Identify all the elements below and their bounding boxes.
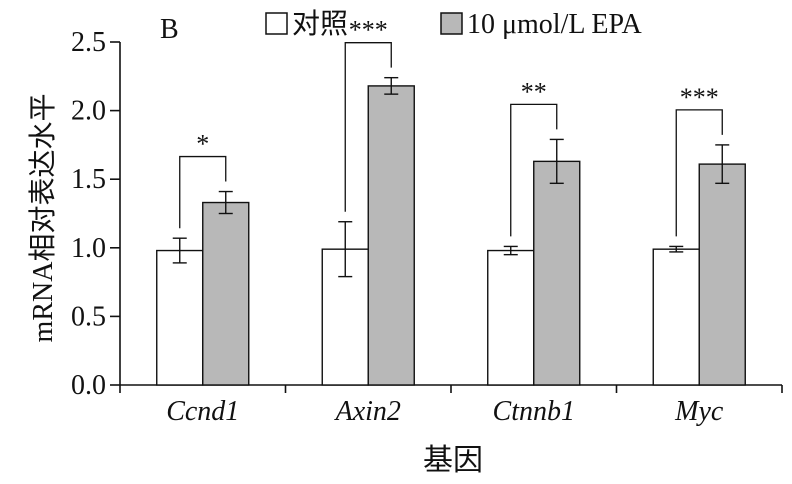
y-tick-label-5: 2.5 <box>71 27 106 58</box>
panel-label: B <box>160 14 179 45</box>
sig-label-ccnd1: * <box>196 130 209 159</box>
legend-label-epa: 10 μmol/L EPA <box>467 9 643 40</box>
x-ticks: Ccnd1 Axin2 Ctnnb1 Myc <box>119 385 783 427</box>
x-tick-label-2: Ctnnb1 <box>493 396 575 427</box>
x-axis-label: 基因 <box>423 444 483 477</box>
sig-label-axin2: *** <box>349 16 388 45</box>
y-tick-label-0: 0.0 <box>71 370 106 401</box>
sig-bracket-myc <box>675 109 723 237</box>
sig-bracket-ccnd1 <box>179 155 227 229</box>
y-ticks: 0.0 0.5 1.0 1.5 2.0 2.5 <box>71 27 120 401</box>
bar-ccnd1-s0 <box>156 249 204 386</box>
y-axis-label: mRNA相对表达水平 <box>27 94 59 343</box>
y-tick-label-1: 0.5 <box>71 301 106 332</box>
y-tick-label-3: 1.5 <box>71 164 106 195</box>
sig-label-myc: *** <box>680 83 719 112</box>
y-tick-label-2: 1.0 <box>71 233 106 264</box>
x-tick-label-1: Axin2 <box>334 396 401 427</box>
bar-axin2-s1 <box>367 85 415 386</box>
bar-ccnd1-s1 <box>202 201 250 386</box>
error-bars <box>172 76 730 278</box>
significance-brackets: ****** *** <box>179 16 723 237</box>
legend: 对照 10 μmol/L EPA <box>265 8 643 40</box>
sig-bracket-ctnnb1 <box>510 103 558 237</box>
legend-swatch-control <box>265 12 288 35</box>
x-tick-label-3: Myc <box>674 396 724 427</box>
x-tick-label-0: Ccnd1 <box>166 396 239 427</box>
legend-label-control: 对照 <box>292 8 348 40</box>
bar-myc-s1 <box>698 163 746 386</box>
sig-bracket-axin2 <box>344 42 392 212</box>
bar-ctnnb1-s1 <box>533 160 581 386</box>
bars <box>156 85 746 386</box>
legend-swatch-epa <box>440 12 463 35</box>
sig-label-ctnnb1: ** <box>521 77 547 106</box>
bar-ctnnb1-s0 <box>487 249 535 386</box>
y-tick-label-4: 2.0 <box>71 96 106 127</box>
bar-myc-s0 <box>652 248 700 386</box>
